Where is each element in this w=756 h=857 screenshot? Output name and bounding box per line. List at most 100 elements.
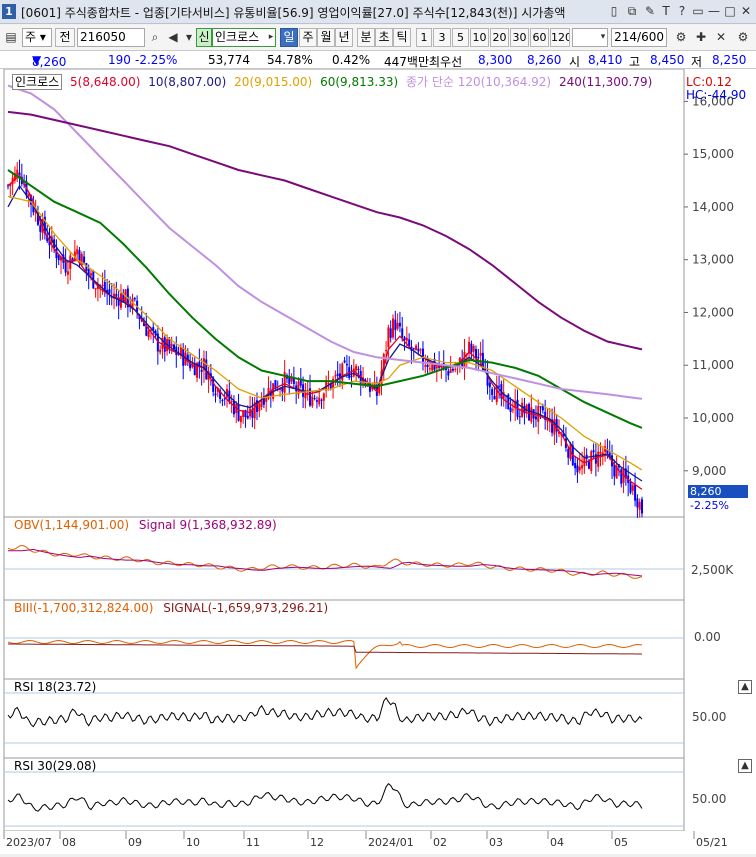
candle-body <box>27 194 30 197</box>
prev-button[interactable]: 전 <box>55 28 75 47</box>
candle-body <box>223 398 226 400</box>
data-count-display[interactable]: 214/600 <box>611 28 667 47</box>
candle-body <box>401 328 404 338</box>
candle-body <box>274 380 277 390</box>
legend-ma20: 20(9,015.00) <box>234 75 313 89</box>
candle-body <box>251 409 254 418</box>
close-icon[interactable]: ✕ <box>740 4 752 18</box>
split-icon[interactable]: ▯ <box>610 4 618 18</box>
candle-body <box>574 462 577 469</box>
market-select[interactable]: 주 ▾ <box>22 28 52 47</box>
x-tick-label: 11 <box>246 836 260 849</box>
speaker-icon[interactable]: ◀ <box>168 30 178 44</box>
candle-body <box>509 407 512 412</box>
candle-body <box>205 359 208 380</box>
maximize-icon[interactable]: □ <box>724 4 736 18</box>
candle-body <box>378 384 381 394</box>
ma-line-20 <box>7 195 643 471</box>
candle-body <box>523 405 526 414</box>
stock-name-field[interactable]: 인크로스 <box>212 28 276 47</box>
candle-body <box>641 499 643 514</box>
interval-input[interactable] <box>572 28 608 47</box>
lock-icon[interactable]: ▭ <box>692 4 704 18</box>
interval-button-3[interactable]: 3 <box>433 28 451 47</box>
period-tab-5[interactable]: 초 <box>375 28 393 47</box>
current-price: 8,260 ▼ <box>32 53 67 69</box>
candle-body <box>514 401 517 408</box>
period-tab-6[interactable]: 틱 <box>393 28 411 47</box>
interval-button-10[interactable]: 10 <box>470 28 489 47</box>
candle-body <box>159 349 162 353</box>
interval-dropdown-icon[interactable]: ▾ <box>600 32 606 42</box>
candle-body <box>255 400 258 412</box>
price-change-pct: -2.25% <box>135 53 178 67</box>
stock-code-input[interactable]: 216050 <box>77 28 145 47</box>
options-icon[interactable]: ⚙ <box>737 30 749 44</box>
interval-button-30[interactable]: 30 <box>510 28 529 47</box>
settings-icon[interactable]: ⚙ <box>675 30 687 44</box>
rsi18-collapse-icon[interactable]: ▲ <box>738 680 752 694</box>
search-icon[interactable]: ⌕ <box>151 30 159 44</box>
obv-axis-label: 2,500K <box>691 563 734 577</box>
restore-icon[interactable]: ⧉ <box>627 4 637 18</box>
interval-button-5[interactable]: 5 <box>452 28 469 47</box>
candle-body <box>103 281 106 292</box>
candle-body <box>484 367 487 372</box>
candle-body <box>498 385 501 387</box>
candle-body <box>558 431 561 434</box>
candle-body <box>629 481 632 493</box>
period-tab-0[interactable]: 일 <box>280 28 298 47</box>
cross-cursor-icon[interactable]: ✚ <box>695 30 707 44</box>
candle-body <box>322 393 325 401</box>
rsi30-axis-label: 50.00 <box>692 792 727 806</box>
candle-body <box>341 363 344 381</box>
period-tab-2[interactable]: 월 <box>317 28 335 47</box>
biii-line <box>7 639 643 670</box>
candle-body <box>415 345 418 351</box>
candle-body <box>622 468 625 483</box>
help-icon[interactable]: ? <box>678 4 686 18</box>
interval-button-120[interactable]: 120 <box>550 28 570 47</box>
menu-icon[interactable]: ▤ <box>5 30 17 44</box>
font-size-icon[interactable]: T <box>662 4 670 18</box>
x-tick-label: 04 <box>550 836 564 849</box>
legend-stock-name[interactable]: 인크로스 <box>12 74 63 90</box>
rsi18-line <box>7 697 643 728</box>
best-quote-label: 최우선 <box>429 55 463 69</box>
price-tick-label: 9,000 <box>692 464 726 478</box>
x-tick-label: 10 <box>186 836 200 849</box>
candle-body <box>426 364 429 368</box>
period-tab-3[interactable]: 년 <box>335 28 353 47</box>
candle-body <box>30 195 33 205</box>
period-tab-4[interactable]: 분 <box>357 28 375 47</box>
candle-body <box>64 260 67 273</box>
candle-body <box>246 415 249 419</box>
chart-area[interactable]: 9,000 10,000 11,000 12,000 13,000 14,000 15,00… <box>0 68 756 854</box>
candle-body <box>145 324 148 336</box>
candle-body <box>530 407 533 422</box>
candle-body <box>368 382 371 392</box>
candle-body <box>198 361 201 367</box>
rsi30-collapse-icon[interactable]: ▲ <box>738 759 752 773</box>
pin-icon[interactable]: ✎ <box>644 4 656 18</box>
interval-button-20[interactable]: 20 <box>490 28 509 47</box>
candle-body <box>281 387 284 392</box>
candle-body <box>133 298 136 300</box>
candle-body <box>239 415 242 423</box>
candle-body <box>297 381 300 395</box>
candle-body <box>525 404 528 412</box>
credit-badge: 신 <box>196 28 212 47</box>
candle-body <box>449 369 452 373</box>
minimize-icon[interactable]: — <box>708 4 720 18</box>
interval-button-1[interactable]: 1 <box>416 28 432 47</box>
period-tab-1[interactable]: 주 <box>299 28 317 47</box>
candle-body <box>46 235 49 242</box>
scroll-arrow-icon[interactable]: ▸ <box>268 32 274 42</box>
chart-canvas[interactable]: 9,000 10,000 11,000 12,000 13,000 14,000 15,00… <box>0 68 756 854</box>
app-number-badge: 1 <box>2 4 16 19</box>
draw-tool-icon[interactable]: ✕ <box>715 30 727 44</box>
dropdown-icon[interactable]: ▾ <box>185 30 193 44</box>
candle-body <box>488 382 491 388</box>
interval-button-60[interactable]: 60 <box>530 28 549 47</box>
candle-body <box>636 498 639 508</box>
